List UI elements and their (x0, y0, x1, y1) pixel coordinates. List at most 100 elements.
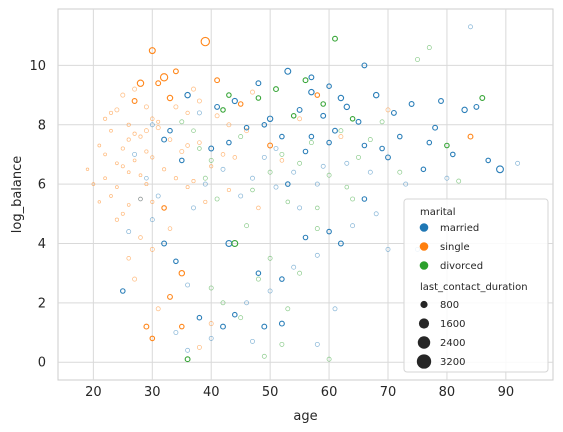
data-point-married (350, 223, 356, 229)
data-point-single (226, 122, 232, 128)
data-point-single (97, 143, 102, 148)
data-point-single (172, 68, 179, 75)
x-tick-label: 20 (85, 385, 102, 400)
data-point-divorced (208, 157, 214, 163)
data-point-single (103, 116, 108, 121)
y-tick-label: 4 (38, 237, 46, 252)
data-point-married (208, 145, 215, 152)
y-tick-label: 2 (38, 296, 46, 311)
data-point-married (390, 109, 397, 116)
legend-size-title: last_contact_duration (420, 282, 528, 293)
data-point-single (200, 36, 211, 47)
data-point-divorced (479, 95, 486, 101)
data-point-married (184, 91, 191, 99)
legend-swatch-single (419, 242, 429, 251)
data-point-single (109, 194, 113, 198)
data-point-married (361, 196, 368, 202)
x-tick-label: 50 (262, 385, 279, 400)
legend-size-marker (417, 336, 431, 349)
data-point-divorced (314, 226, 320, 232)
data-point-married (191, 205, 196, 211)
data-point-single (267, 142, 274, 149)
data-point-married (461, 106, 468, 114)
data-point-single (338, 134, 344, 140)
data-point-married (278, 320, 285, 327)
data-point-single (208, 321, 214, 327)
data-point-single (385, 107, 391, 113)
data-point-single (120, 146, 125, 151)
data-point-divorced (279, 151, 285, 157)
data-point-single (179, 323, 185, 330)
data-point-married (385, 154, 391, 161)
data-point-married (320, 163, 326, 169)
data-point-married (226, 139, 232, 146)
data-point-married (426, 139, 433, 146)
legend-swatch-divorced (419, 261, 429, 270)
data-point-married (314, 181, 320, 187)
data-point-married (214, 103, 221, 110)
data-point-single (114, 107, 120, 113)
data-point-married (255, 270, 262, 276)
data-point-married (496, 165, 504, 174)
legend-swatch-married (419, 223, 429, 232)
data-point-married (149, 217, 155, 223)
data-point-married (179, 157, 185, 164)
data-point-single (148, 47, 156, 55)
data-point-married (261, 323, 268, 330)
data-point-married (196, 314, 203, 321)
data-point-single (167, 293, 173, 300)
data-point-married (337, 240, 344, 247)
y-tick-label: 6 (38, 178, 46, 193)
data-point-married (468, 24, 473, 30)
data-point-married (155, 193, 161, 199)
data-point-single (120, 211, 125, 216)
data-point-divorced (184, 356, 191, 363)
data-point-married (267, 288, 273, 294)
data-point-married (326, 228, 332, 235)
data-point-married (220, 166, 226, 172)
data-point-married (202, 181, 208, 187)
data-point-married (173, 258, 179, 265)
data-point-single (237, 101, 244, 107)
data-point-married (255, 80, 262, 87)
data-point-divorced (367, 137, 373, 143)
data-point-single (155, 306, 161, 312)
data-point-married (273, 184, 279, 190)
data-point-married (144, 175, 149, 181)
x-tick-label: 80 (439, 385, 456, 400)
data-point-married (279, 276, 285, 282)
legend-size-label: 1600 (440, 319, 465, 330)
data-point-single (132, 158, 137, 163)
data-point-divorced (350, 196, 356, 202)
data-point-married (397, 133, 403, 140)
y-axis-label: log_balance (10, 156, 25, 234)
data-point-single (126, 203, 131, 207)
data-point-married (326, 139, 332, 146)
data-point-single (150, 116, 155, 122)
data-point-married (291, 169, 297, 175)
data-point-divorced (226, 92, 232, 98)
y-tick-label: 0 (38, 356, 46, 371)
x-tick-label: 60 (321, 385, 338, 400)
data-point-married (244, 300, 250, 306)
data-point-divorced (255, 95, 262, 101)
data-point-single (144, 149, 149, 154)
data-point-married (337, 94, 345, 102)
legend-label-married: married (440, 223, 479, 234)
data-point-married (185, 347, 191, 353)
data-point-divorced (290, 113, 297, 119)
data-point-single (132, 131, 137, 136)
data-point-married (332, 127, 338, 134)
data-point-single (120, 92, 126, 98)
data-point-single (214, 77, 221, 84)
data-point-divorced (273, 86, 279, 93)
data-point-married (343, 103, 351, 111)
data-point-divorced (379, 119, 385, 125)
data-point-married (231, 97, 238, 105)
data-point-single (156, 119, 161, 124)
data-point-divorced (208, 285, 214, 291)
data-point-single (191, 86, 196, 92)
data-point-single (232, 155, 238, 160)
data-point-single (250, 89, 255, 95)
